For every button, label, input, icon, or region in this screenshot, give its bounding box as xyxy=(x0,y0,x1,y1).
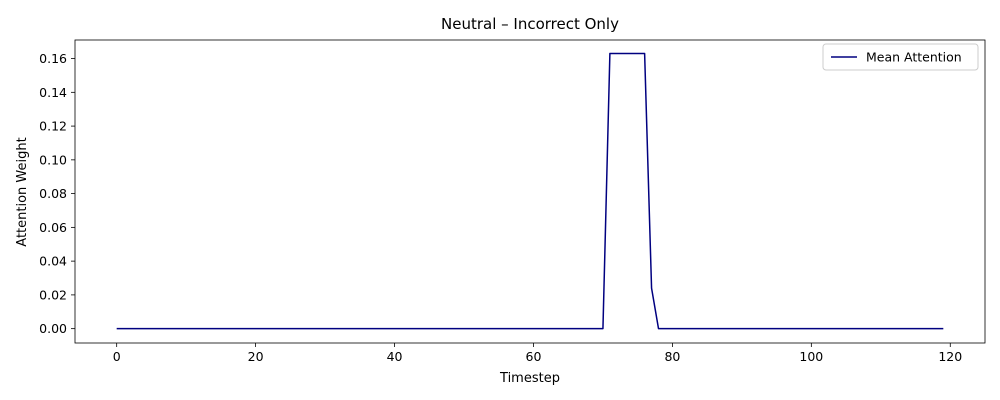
y-axis-label: Attention Weight xyxy=(15,137,30,246)
legend-box xyxy=(822,43,979,71)
x-tick-label: 20 xyxy=(248,349,264,364)
y-tick-label: 0.04 xyxy=(39,254,67,269)
y-tick-label: 0.12 xyxy=(39,119,67,134)
x-tick-label: 80 xyxy=(664,349,680,364)
plot-area: 0 20 40 60 80 100 120 0.00 0.02 0.04 0.06 0.08 0.10 0… xyxy=(39,39,986,364)
y-tick-label: 0.10 xyxy=(39,152,67,167)
y-tick-label: 0.16 xyxy=(39,51,67,66)
x-tick-label: 120 xyxy=(938,349,962,364)
y-tick-label: 0.08 xyxy=(39,186,67,201)
plot-frame xyxy=(74,39,986,344)
x-tick-label: 40 xyxy=(387,349,403,364)
legend-label: Mean Attention xyxy=(866,50,962,65)
x-tick-label: 60 xyxy=(526,349,542,364)
chart-title: Neutral – Incorrect Only xyxy=(441,15,619,33)
series-line-0 xyxy=(116,52,944,330)
y-tick-label: 0.06 xyxy=(39,220,67,235)
x-axis-label: Timestep xyxy=(499,371,560,386)
y-tick-label: 0.14 xyxy=(39,85,67,100)
y-tick-label: 0.00 xyxy=(39,321,67,336)
x-tick-label: 100 xyxy=(799,349,823,364)
x-tick-label: 0 xyxy=(113,349,121,364)
y-tick-label: 0.02 xyxy=(39,287,67,302)
legend: Mean Attention xyxy=(822,43,979,71)
